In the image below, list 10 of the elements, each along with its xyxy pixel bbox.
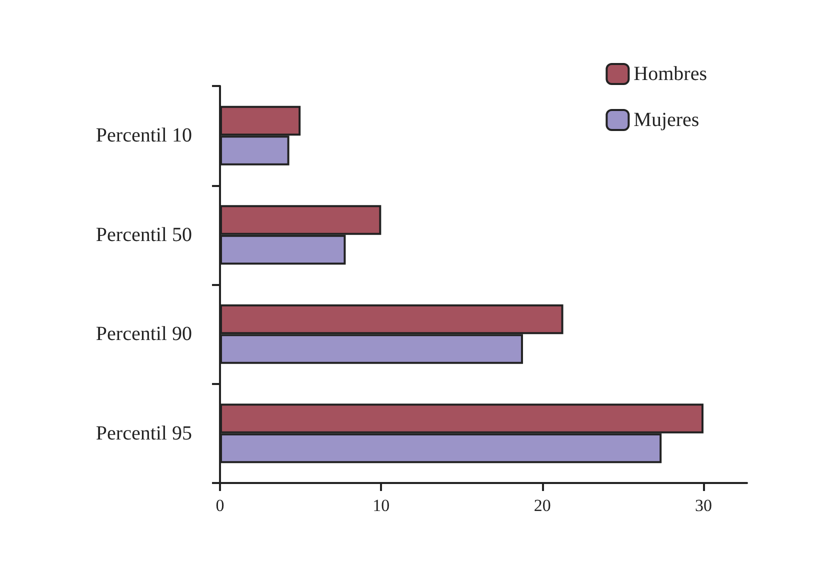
y-tick-label: Percentil 50 <box>96 224 192 246</box>
legend-label: Hombres <box>634 63 708 85</box>
x-tick-label: 30 <box>694 496 712 515</box>
y-tick-label: Percentil 95 <box>96 422 192 444</box>
y-tick-label: Percentil 90 <box>96 323 192 346</box>
x-tick-label: 10 <box>372 496 390 515</box>
x-tick-label: 0 <box>216 496 224 515</box>
y-tick-label: Percentil 10 <box>96 124 192 147</box>
x-tick-label: 20 <box>534 496 551 515</box>
legend-label: Mujeres <box>634 109 700 131</box>
